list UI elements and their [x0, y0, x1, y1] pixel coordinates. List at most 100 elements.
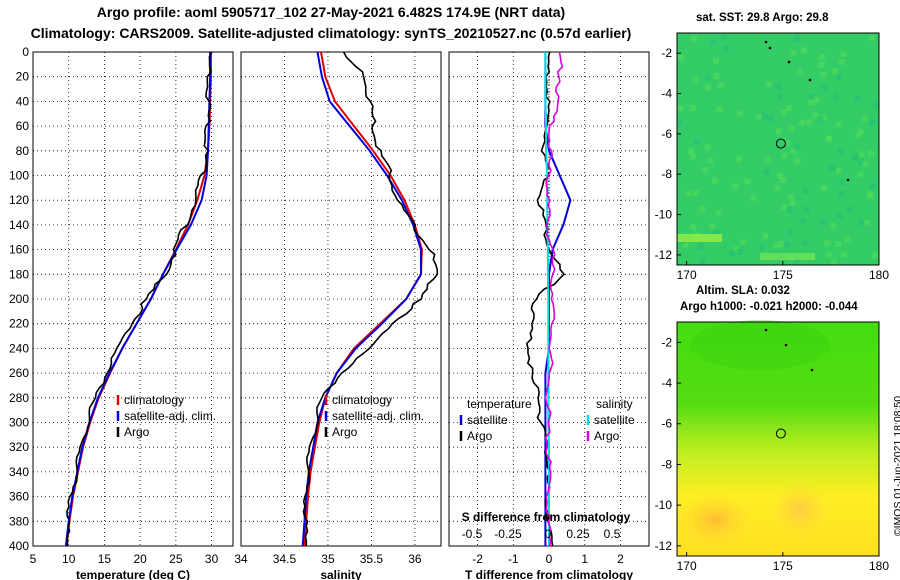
map-pixel — [830, 258, 837, 265]
map-pixel — [788, 125, 795, 132]
map-pixel — [835, 121, 842, 128]
x-tick-label: 34.5 — [273, 552, 297, 566]
map-pixel — [857, 128, 864, 135]
x-tick-label: 15 — [98, 552, 112, 566]
map-pixel — [773, 242, 780, 249]
x-tick-label: 10 — [62, 552, 76, 566]
map-pixel — [761, 113, 768, 120]
map-pixel — [756, 114, 763, 121]
x-tick-label: -2 — [472, 552, 483, 566]
top-tick-label: 0.5 — [604, 527, 621, 541]
legend-title-salinity: salinity — [596, 397, 633, 411]
y-tick-label: 80 — [16, 144, 30, 158]
map-pixel — [693, 189, 700, 196]
map-pixel — [697, 243, 704, 250]
map-frame — [676, 32, 880, 266]
map-pixel — [733, 246, 739, 253]
y-tick-label: 0 — [22, 45, 29, 59]
map-pixel — [818, 53, 825, 60]
map-pixel — [872, 101, 879, 108]
y-tick-label: 320 — [9, 440, 29, 454]
y-tick-label: 60 — [16, 119, 30, 133]
y-tick-label: 200 — [9, 292, 29, 306]
x-tick-label: 35.5 — [360, 552, 384, 566]
map-pixel — [788, 194, 795, 200]
legend-label: climatology — [124, 393, 184, 407]
map-pixel — [699, 258, 706, 264]
island-dot — [808, 78, 812, 82]
sst-map: -2 -4 -6 -8 -10 -12 170 175 180 — [655, 32, 889, 282]
map-pixel — [790, 49, 797, 56]
map-pixel — [802, 240, 809, 247]
map-pixel — [701, 167, 708, 174]
y-tick-label: 40 — [16, 94, 30, 108]
map-pixel — [802, 187, 809, 194]
map-pixel — [677, 105, 684, 112]
map-pixel — [713, 230, 720, 237]
map-pixel — [721, 34, 728, 41]
island-dot — [787, 60, 791, 64]
map-pixel — [825, 136, 832, 142]
y-tick-label: 280 — [9, 391, 29, 405]
map-pixel — [830, 222, 837, 229]
map-pixel — [765, 81, 772, 88]
map-pixel — [775, 128, 782, 135]
map-x-tick-label: 180 — [869, 268, 889, 282]
map-y-tick-label: -2 — [661, 335, 672, 349]
sla-map: -2 -4 -6 -8 -10 -12 170 175 180 — [655, 320, 889, 573]
map-pixel — [844, 236, 851, 243]
map-pixel — [820, 71, 827, 78]
map-pixel — [858, 151, 865, 158]
map-pixel — [790, 147, 797, 154]
x-tick-label: 0 — [546, 552, 553, 566]
map-pixel — [692, 76, 699, 83]
map-pixel — [821, 84, 828, 90]
map-pixel — [689, 224, 696, 230]
series-line-satellite-adj-clim- — [301, 51, 422, 547]
map-pixel — [863, 219, 870, 226]
y-tick-label: 240 — [9, 341, 29, 355]
map-pixel — [777, 93, 783, 100]
map-pixel — [870, 183, 877, 190]
y-tick-label: 220 — [9, 317, 29, 331]
sla-map-title-1: Altim. SLA: 0.032 — [696, 285, 790, 297]
x-tick-label: 5 — [30, 552, 37, 566]
map-pixel — [736, 156, 743, 163]
x-axis-label: salinity — [320, 568, 362, 580]
map-pixel — [690, 153, 697, 160]
map-pixel — [820, 219, 827, 226]
map-pixel — [837, 148, 844, 155]
map-frame — [676, 321, 880, 557]
map-pixel — [693, 138, 700, 145]
island-dot — [764, 40, 768, 44]
map-pixel — [840, 51, 847, 58]
profile-panel-3: -2 -1 0 1 2 T difference from climatology temp… — [448, 51, 650, 580]
map-pixel — [786, 229, 792, 236]
map-pixel — [799, 120, 806, 126]
series-line-argo — [66, 51, 213, 547]
map-pixel — [781, 152, 788, 159]
island-dot — [768, 46, 772, 50]
y-tick-label: 360 — [9, 490, 29, 504]
map-y-tick-label: -8 — [661, 457, 672, 471]
map-pixel — [841, 251, 848, 258]
map-pixel — [764, 156, 771, 163]
map-pixel — [688, 148, 695, 155]
map-pixel — [803, 206, 810, 213]
map-pixel — [854, 95, 861, 102]
map-pixel — [812, 112, 819, 119]
map-pixel — [763, 168, 770, 175]
island-dot — [846, 178, 850, 182]
series-line-argo — [302, 51, 439, 547]
map-pixel — [826, 251, 833, 258]
map-pixel — [857, 159, 864, 166]
x-tick-label: -1 — [508, 552, 519, 566]
map-pixel — [677, 120, 683, 126]
map-pixel — [732, 183, 739, 190]
top-tick-label: 0 — [545, 527, 552, 541]
map-pixel — [852, 154, 859, 161]
map-pixel — [744, 178, 751, 185]
legend-label: Argo — [124, 425, 150, 439]
y-tick-label: 340 — [9, 465, 29, 479]
map-pixel — [707, 157, 714, 164]
